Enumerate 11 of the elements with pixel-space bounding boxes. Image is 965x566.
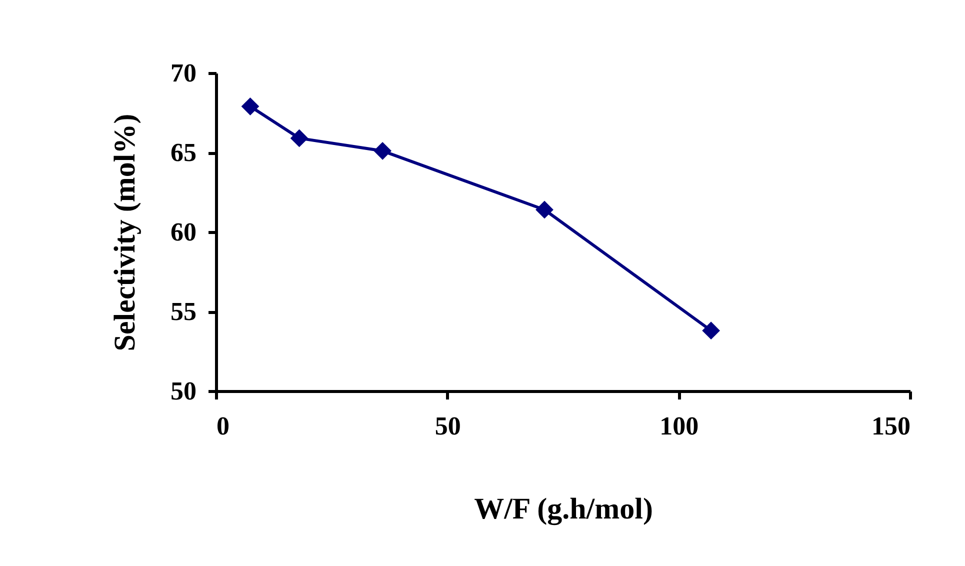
- y-tick-label: 60: [170, 218, 196, 246]
- x-tick-label: 100: [660, 412, 699, 440]
- x-tick-label: 50: [434, 412, 461, 440]
- x-tick-label: 0: [216, 412, 230, 440]
- y-tick-label: 50: [170, 376, 196, 406]
- x-axis-title: W/F (g.h/mol): [474, 492, 653, 526]
- y-tick-label: 65: [170, 138, 196, 167]
- x-tick-label: 150: [872, 412, 910, 440]
- y-tick-label: 70: [170, 58, 196, 88]
- y-tick-label: 55: [170, 297, 196, 326]
- y-axis-title: Selectivity (mol%): [108, 114, 142, 352]
